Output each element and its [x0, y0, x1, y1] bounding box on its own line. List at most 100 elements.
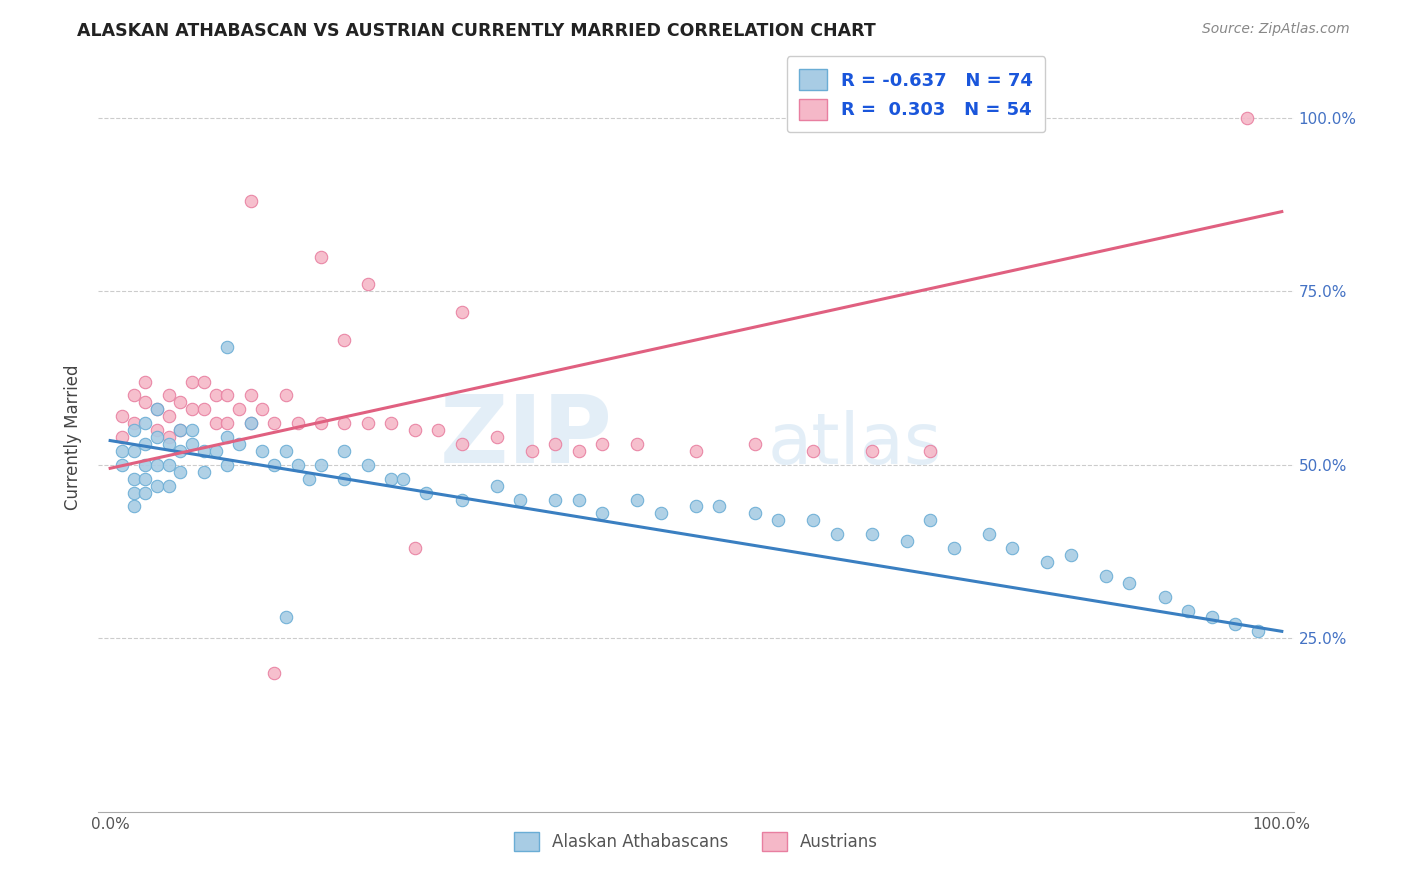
Text: Source: ZipAtlas.com: Source: ZipAtlas.com: [1202, 22, 1350, 37]
Point: [193, 375, 215, 389]
Point: [239, 416, 262, 430]
Point: [146, 402, 169, 417]
Point: [157, 478, 180, 492]
Point: [942, 541, 965, 555]
Text: ZIP: ZIP: [440, 391, 613, 483]
Point: [1223, 617, 1246, 632]
Point: [509, 492, 531, 507]
Point: [287, 458, 309, 472]
Point: [1036, 555, 1059, 569]
Point: [568, 444, 591, 458]
Point: [263, 416, 285, 430]
Point: [134, 485, 156, 500]
Point: [217, 388, 239, 402]
Point: [274, 610, 297, 624]
Point: [977, 527, 1000, 541]
Point: [274, 388, 297, 402]
Point: [122, 444, 145, 458]
Point: [309, 458, 332, 472]
Point: [920, 513, 942, 527]
Point: [122, 388, 145, 402]
Point: [801, 444, 824, 458]
Point: [169, 423, 191, 437]
Point: [591, 507, 613, 521]
Point: [1153, 590, 1175, 604]
Point: [204, 444, 226, 458]
Point: [157, 409, 180, 424]
Point: [309, 416, 332, 430]
Point: [591, 437, 613, 451]
Point: [357, 277, 380, 292]
Point: [217, 416, 239, 430]
Point: [415, 485, 437, 500]
Point: [685, 500, 707, 514]
Point: [228, 402, 250, 417]
Point: [111, 409, 134, 424]
Point: [134, 458, 156, 472]
Point: [239, 194, 262, 209]
Point: [263, 458, 285, 472]
Point: [860, 527, 883, 541]
Point: [450, 492, 472, 507]
Point: [1177, 603, 1199, 617]
Point: [333, 333, 356, 347]
Point: [1236, 111, 1258, 125]
Point: [544, 492, 567, 507]
Point: [626, 492, 648, 507]
Point: [274, 444, 297, 458]
Point: [122, 485, 145, 500]
Point: [485, 430, 508, 444]
Point: [122, 472, 145, 486]
Point: [111, 430, 134, 444]
Point: [134, 375, 156, 389]
Point: [169, 395, 191, 409]
Point: [181, 437, 204, 451]
Point: [404, 423, 426, 437]
Point: [309, 250, 332, 264]
Point: [896, 534, 918, 549]
Point: [134, 472, 156, 486]
Point: [122, 500, 145, 514]
Point: [801, 513, 824, 527]
Point: [404, 541, 426, 555]
Point: [1095, 569, 1118, 583]
Point: [193, 402, 215, 417]
Text: atlas: atlas: [768, 410, 942, 479]
Point: [217, 340, 239, 354]
Point: [709, 500, 731, 514]
Point: [217, 458, 239, 472]
Point: [333, 444, 356, 458]
Point: [1118, 575, 1140, 590]
Point: [825, 527, 848, 541]
Point: [146, 478, 169, 492]
Point: [181, 423, 204, 437]
Point: [380, 416, 402, 430]
Point: [920, 444, 942, 458]
Point: [744, 507, 766, 521]
Point: [568, 492, 591, 507]
Point: [1201, 610, 1223, 624]
Point: [122, 423, 145, 437]
Point: [193, 465, 215, 479]
Point: [169, 423, 191, 437]
Point: [146, 423, 169, 437]
Legend: Alaskan Athabascans, Austrians: Alaskan Athabascans, Austrians: [505, 823, 887, 860]
Point: [252, 444, 274, 458]
Point: [134, 416, 156, 430]
Point: [1001, 541, 1024, 555]
Point: [157, 388, 180, 402]
Point: [217, 430, 239, 444]
Point: [744, 437, 766, 451]
Point: [485, 478, 508, 492]
Point: [122, 416, 145, 430]
Point: [111, 444, 134, 458]
Point: [157, 430, 180, 444]
Point: [169, 444, 191, 458]
Point: [146, 402, 169, 417]
Point: [392, 472, 415, 486]
Point: [650, 507, 672, 521]
Point: [239, 416, 262, 430]
Point: [626, 437, 648, 451]
Point: [193, 444, 215, 458]
Point: [860, 444, 883, 458]
